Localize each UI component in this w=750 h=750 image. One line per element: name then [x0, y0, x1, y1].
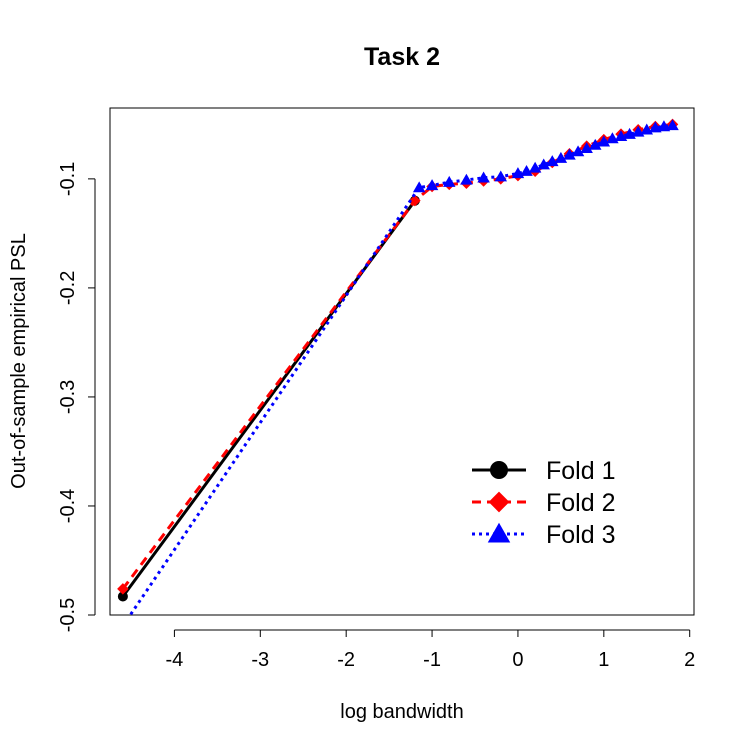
data-point — [563, 148, 576, 160]
y-tick-label: -0.2 — [57, 271, 79, 305]
data-point — [494, 170, 508, 182]
data-point — [412, 181, 426, 193]
data-point — [580, 142, 593, 154]
series-1 — [117, 195, 420, 602]
y-tick-label: -0.5 — [57, 598, 79, 632]
y-axis-label: Out-of-sample empirical PSL — [8, 233, 30, 489]
x-tick-label: -3 — [251, 649, 269, 671]
data-point — [460, 173, 473, 185]
series-layer — [117, 118, 679, 631]
data-point — [546, 155, 559, 167]
data-point — [554, 151, 568, 163]
legend-label: Fold 2 — [546, 489, 615, 517]
legend-marker — [488, 491, 510, 513]
data-point — [425, 179, 439, 191]
legend-marker — [487, 522, 511, 543]
y-axis: -0.5 -0.4 -0.3 -0.2 -0.1 — [57, 162, 96, 632]
series-line — [121, 199, 417, 598]
x-tick-label: -1 — [423, 649, 441, 671]
data-point — [117, 583, 129, 595]
y-tick-label: -0.3 — [57, 380, 79, 414]
legend-label: Fold 3 — [546, 521, 615, 549]
data-point — [409, 194, 421, 207]
series-3 — [117, 119, 679, 631]
plot-frame — [109, 107, 695, 616]
series-line — [128, 123, 673, 615]
data-point — [657, 120, 671, 132]
data-point — [597, 135, 611, 147]
y-tick-label: -0.4 — [57, 489, 79, 523]
legend-item: Fold 3 — [472, 521, 615, 549]
legend-marker — [490, 461, 508, 479]
legend-item: Fold 2 — [472, 489, 615, 517]
data-point — [117, 620, 130, 631]
data-point — [649, 121, 662, 133]
data-point — [477, 171, 490, 183]
data-point — [528, 161, 542, 173]
x-tick-label: -4 — [166, 649, 184, 671]
data-point — [442, 175, 456, 187]
x-tick-label: -2 — [337, 649, 355, 671]
data-point — [666, 119, 679, 131]
data-point — [520, 164, 533, 176]
chart-title: Task 2 — [364, 43, 440, 71]
legend-item: Fold 1 — [472, 457, 615, 485]
x-axis: -4 -3 -2 -1 0 1 2 — [166, 629, 695, 671]
x-tick-label: 2 — [684, 649, 695, 671]
x-axis-label: log bandwidth — [340, 701, 463, 723]
data-point — [588, 138, 602, 150]
data-point — [571, 145, 585, 157]
x-tick-label: 0 — [512, 649, 523, 671]
legend-label: Fold 1 — [546, 457, 615, 485]
data-point — [117, 591, 128, 602]
y-tick-label: -0.1 — [57, 162, 79, 196]
series-line — [121, 122, 673, 590]
legend: Fold 1 Fold 2 Fold 3 — [472, 457, 615, 549]
data-point — [537, 158, 550, 170]
x-tick-label: 1 — [598, 649, 609, 671]
